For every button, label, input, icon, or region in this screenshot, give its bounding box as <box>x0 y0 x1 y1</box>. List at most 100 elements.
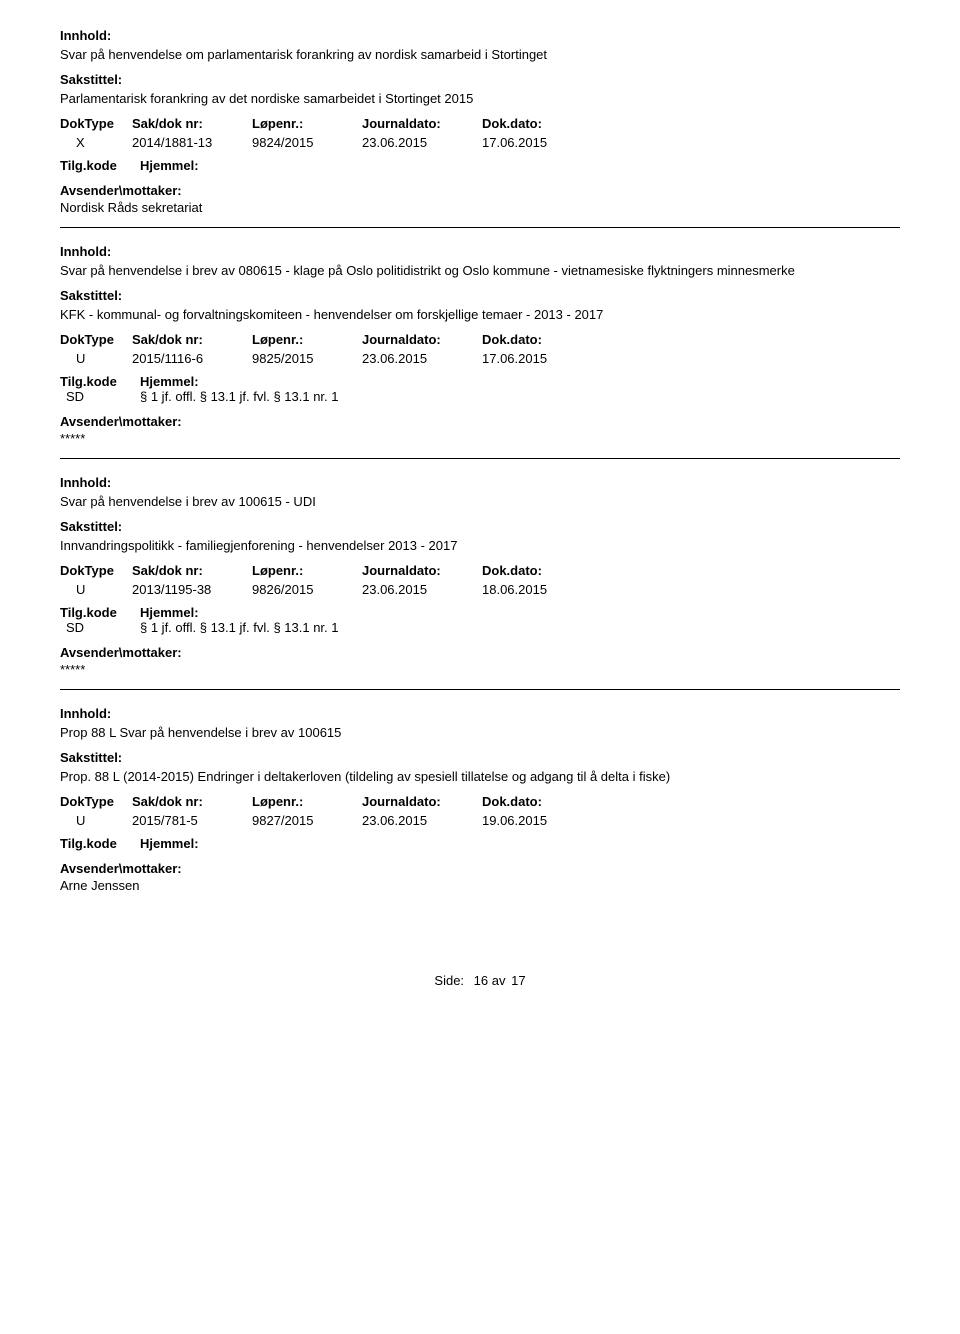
tilg-row: Tilg.kode Hjemmel: <box>60 605 900 620</box>
lopenr-value: 9826/2015 <box>252 582 362 597</box>
doktype-header: DokType <box>60 794 132 809</box>
innhold-label: Innhold: <box>60 244 900 259</box>
tilgkode-label: Tilg.kode <box>60 374 140 389</box>
innhold-label: Innhold: <box>60 28 900 43</box>
doktype-value: U <box>60 582 132 597</box>
sakstittel-text: Parlamentarisk forankring av det nordisk… <box>60 91 900 106</box>
hjemmel-value: § 1 jf. offl. § 13.1 jf. fvl. § 13.1 nr.… <box>140 620 339 635</box>
sakstittel-text: KFK - kommunal- og forvaltningskomiteen … <box>60 307 900 322</box>
avsender-label: Avsender\mottaker: <box>60 183 900 198</box>
sakstittel-label: Sakstittel: <box>60 519 900 534</box>
sakstittel-text: Prop. 88 L (2014-2015) Endringer i delta… <box>60 769 900 784</box>
journal-entry: Innhold: Svar på henvendelse i brev av 0… <box>60 244 900 446</box>
avsender-value: Arne Jenssen <box>60 878 900 893</box>
table-header-row: DokType Sak/dok nr: Løpenr.: Journaldato… <box>60 332 900 347</box>
sakdok-value: 2015/781-5 <box>132 813 252 828</box>
tilg-value: SD <box>60 389 140 404</box>
hjemmel-label: Hjemmel: <box>140 605 199 620</box>
sakdok-header: Sak/dok nr: <box>132 563 252 578</box>
tilg-data-row: SD § 1 jf. offl. § 13.1 jf. fvl. § 13.1 … <box>60 389 900 404</box>
tilg-row: Tilg.kode Hjemmel: <box>60 374 900 389</box>
doktype-header: DokType <box>60 332 132 347</box>
dokdato-header: Dok.dato: <box>482 116 592 131</box>
entry-divider <box>60 689 900 690</box>
tilg-row: Tilg.kode Hjemmel: <box>60 158 900 173</box>
tilgkode-label: Tilg.kode <box>60 836 140 851</box>
journaldato-value: 23.06.2015 <box>362 135 482 150</box>
innhold-text: Svar på henvendelse om parlamentarisk fo… <box>60 47 900 62</box>
avsender-value: Nordisk Råds sekretariat <box>60 200 900 215</box>
innhold-text: Svar på henvendelse i brev av 100615 - U… <box>60 494 900 509</box>
table-header-row: DokType Sak/dok nr: Løpenr.: Journaldato… <box>60 116 900 131</box>
sakstittel-label: Sakstittel: <box>60 288 900 303</box>
sakstittel-label: Sakstittel: <box>60 72 900 87</box>
doktype-value: U <box>60 813 132 828</box>
document-page: Innhold: Svar på henvendelse om parlamen… <box>0 0 960 1008</box>
table-header-row: DokType Sak/dok nr: Løpenr.: Journaldato… <box>60 794 900 809</box>
tilgkode-label: Tilg.kode <box>60 158 140 173</box>
tilg-row: Tilg.kode Hjemmel: <box>60 836 900 851</box>
journal-entry: Innhold: Svar på henvendelse i brev av 1… <box>60 475 900 677</box>
journal-entry: Innhold: Svar på henvendelse om parlamen… <box>60 28 900 215</box>
innhold-label: Innhold: <box>60 706 900 721</box>
table-data-row: U 2013/1195-38 9826/2015 23.06.2015 18.0… <box>60 582 900 597</box>
lopenr-value: 9825/2015 <box>252 351 362 366</box>
dokdato-value: 17.06.2015 <box>482 351 592 366</box>
dokdato-value: 17.06.2015 <box>482 135 592 150</box>
entry-divider <box>60 227 900 228</box>
innhold-text: Prop 88 L Svar på henvendelse i brev av … <box>60 725 900 740</box>
table-data-row: X 2014/1881-13 9824/2015 23.06.2015 17.0… <box>60 135 900 150</box>
page-total: 17 <box>511 973 525 988</box>
lopenr-value: 9827/2015 <box>252 813 362 828</box>
tilg-value: SD <box>60 620 140 635</box>
lopenr-value: 9824/2015 <box>252 135 362 150</box>
innhold-label: Innhold: <box>60 475 900 490</box>
hjemmel-label: Hjemmel: <box>140 158 199 173</box>
sakdok-header: Sak/dok nr: <box>132 332 252 347</box>
lopenr-header: Løpenr.: <box>252 794 362 809</box>
sakstittel-label: Sakstittel: <box>60 750 900 765</box>
doktype-value: X <box>60 135 132 150</box>
avsender-value: ***** <box>60 662 900 677</box>
doktype-value: U <box>60 351 132 366</box>
avsender-value: ***** <box>60 431 900 446</box>
sakdok-value: 2013/1195-38 <box>132 582 252 597</box>
innhold-text: Svar på henvendelse i brev av 080615 - k… <box>60 263 900 278</box>
lopenr-header: Løpenr.: <box>252 563 362 578</box>
dokdato-header: Dok.dato: <box>482 332 592 347</box>
sakdok-value: 2015/1116-6 <box>132 351 252 366</box>
avsender-label: Avsender\mottaker: <box>60 645 900 660</box>
avsender-label: Avsender\mottaker: <box>60 861 900 876</box>
tilgkode-label: Tilg.kode <box>60 605 140 620</box>
journaldato-value: 23.06.2015 <box>362 351 482 366</box>
sakdok-value: 2014/1881-13 <box>132 135 252 150</box>
av-label: av <box>492 973 506 988</box>
journaldato-value: 23.06.2015 <box>362 813 482 828</box>
table-header-row: DokType Sak/dok nr: Løpenr.: Journaldato… <box>60 563 900 578</box>
table-data-row: U 2015/1116-6 9825/2015 23.06.2015 17.06… <box>60 351 900 366</box>
journal-entry: Innhold: Prop 88 L Svar på henvendelse i… <box>60 706 900 893</box>
sakdok-header: Sak/dok nr: <box>132 116 252 131</box>
hjemmel-value: § 1 jf. offl. § 13.1 jf. fvl. § 13.1 nr.… <box>140 389 339 404</box>
sakstittel-text: Innvandringspolitikk - familiegjenforeni… <box>60 538 900 553</box>
side-label: Side: <box>434 973 464 988</box>
avsender-label: Avsender\mottaker: <box>60 414 900 429</box>
dokdato-header: Dok.dato: <box>482 563 592 578</box>
journaldato-header: Journaldato: <box>362 332 482 347</box>
doktype-header: DokType <box>60 563 132 578</box>
lopenr-header: Løpenr.: <box>252 116 362 131</box>
table-data-row: U 2015/781-5 9827/2015 23.06.2015 19.06.… <box>60 813 900 828</box>
sakdok-header: Sak/dok nr: <box>132 794 252 809</box>
page-footer: Side: 16 av 17 <box>60 973 900 988</box>
dokdato-value: 18.06.2015 <box>482 582 592 597</box>
journaldato-header: Journaldato: <box>362 116 482 131</box>
journaldato-header: Journaldato: <box>362 563 482 578</box>
doktype-header: DokType <box>60 116 132 131</box>
journaldato-header: Journaldato: <box>362 794 482 809</box>
journaldato-value: 23.06.2015 <box>362 582 482 597</box>
page-number: 16 <box>474 973 488 988</box>
entry-divider <box>60 458 900 459</box>
lopenr-header: Løpenr.: <box>252 332 362 347</box>
tilg-data-row: SD § 1 jf. offl. § 13.1 jf. fvl. § 13.1 … <box>60 620 900 635</box>
dokdato-value: 19.06.2015 <box>482 813 592 828</box>
